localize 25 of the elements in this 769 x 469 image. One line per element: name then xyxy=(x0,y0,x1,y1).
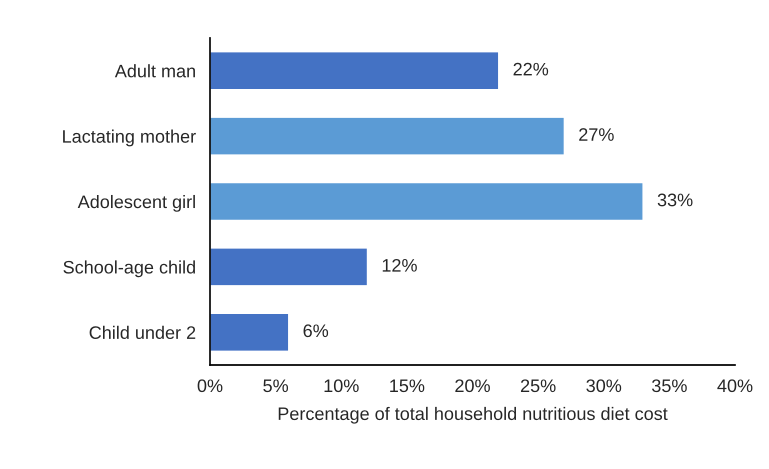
y-tick-label: Lactating mother xyxy=(63,130,196,146)
data-label: 27% xyxy=(579,128,614,141)
x-axis-title: Percentage of total household nutritious diet cost xyxy=(278,406,668,424)
x-tick-label: 5% xyxy=(263,379,288,392)
x-tick-label: 35% xyxy=(652,379,687,392)
x-tick-label: 0% xyxy=(198,379,222,392)
data-label: 12% xyxy=(382,258,417,272)
bar xyxy=(210,312,290,352)
y-tick-label: Adolescent girl xyxy=(78,194,195,212)
x-tick-label: 30% xyxy=(586,379,622,392)
y-tick-label: School-age child xyxy=(63,260,195,278)
data-label: 33% xyxy=(658,194,693,206)
data-label: 6% xyxy=(304,324,328,338)
y-tick-label: Child under 2 xyxy=(90,326,196,340)
bar xyxy=(210,51,500,90)
bar xyxy=(210,247,368,287)
x-tick-label: 20% xyxy=(455,379,490,392)
x-tick-label: 10% xyxy=(324,379,359,392)
y-tick-label: Adult man xyxy=(114,64,195,78)
data-label: 22% xyxy=(514,62,548,76)
x-tick-label: 25% xyxy=(520,379,556,392)
x-tick-label: 40% xyxy=(717,379,752,392)
bar xyxy=(210,116,566,156)
bar xyxy=(210,182,644,222)
x-tick-label: 15% xyxy=(390,379,424,392)
